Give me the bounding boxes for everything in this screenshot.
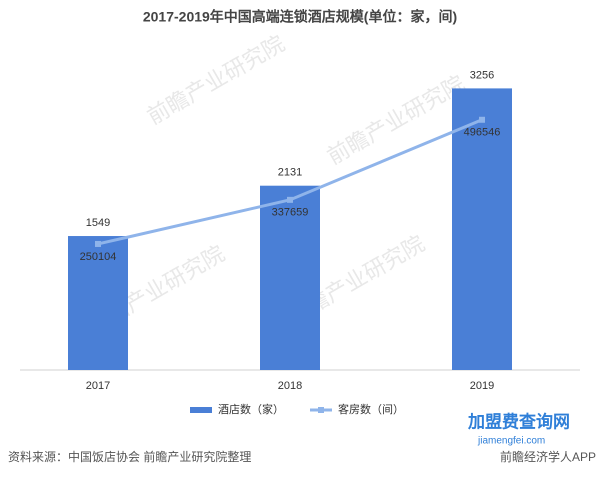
line-label: 337659 <box>272 207 309 219</box>
footer-logo-bg <box>462 414 572 442</box>
legend-label: 酒店数（家） <box>218 402 284 416</box>
line-label: 250104 <box>80 251 117 263</box>
line-marker <box>95 240 101 247</box>
line-label: 496546 <box>464 127 501 139</box>
source: 资料来源：中国饭店协会 前瞻产业研究院整理 <box>8 449 251 464</box>
watermark: 前瞻产业研究院 <box>143 31 289 130</box>
legend-swatch <box>318 407 324 413</box>
bar <box>452 88 512 371</box>
footer-app: 前瞻经济学人APP <box>500 449 596 464</box>
chart-title: 2017-2019年中国高端连锁酒店规模(单位：家，间) <box>143 9 457 25</box>
line-marker <box>479 116 485 123</box>
bar <box>260 185 320 370</box>
bar <box>68 236 128 370</box>
footer-url: jiamengfei.com <box>477 436 545 447</box>
line-marker <box>287 196 293 203</box>
bar-label: 3256 <box>470 69 494 81</box>
bar-label: 2131 <box>278 167 302 179</box>
x-tick-label: 2017 <box>86 380 110 392</box>
x-tick-label: 2018 <box>278 380 302 392</box>
x-tick-label: 2019 <box>470 380 494 392</box>
footer-logo: 加盟费查询网 <box>467 411 570 431</box>
bar-label: 1549 <box>86 217 110 229</box>
legend-label: 客房数（间） <box>338 402 404 416</box>
legend-swatch <box>190 407 212 413</box>
